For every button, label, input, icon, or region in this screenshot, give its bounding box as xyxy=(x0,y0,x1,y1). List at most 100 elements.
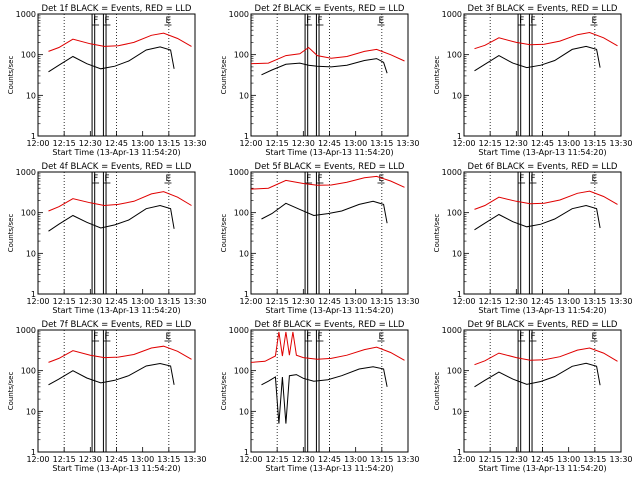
detector-panel-3: Det 3f BLACK = Events, RED = LLD F F E 1 10 10… xyxy=(433,4,633,157)
flag-marker-f: F xyxy=(104,16,109,26)
x-tick-label: 12:30 xyxy=(292,297,315,306)
y-axis-label: Counts/sec xyxy=(7,372,15,411)
flag-box xyxy=(304,171,309,295)
x-tick-label: 12:45 xyxy=(105,139,128,148)
x-tick-label: 13:30 xyxy=(183,455,206,464)
flag-marker-f: F xyxy=(93,332,98,342)
x-tick-label: 13:15 xyxy=(370,139,393,148)
x-tick-label: 12:00 xyxy=(239,455,262,464)
series-line-events xyxy=(474,362,601,388)
flag-marker-f: F xyxy=(93,174,98,184)
flag-box xyxy=(517,13,522,137)
y-tick-label: 1 xyxy=(457,290,462,299)
panel-title: Det 8f BLACK = Events, RED = LLD xyxy=(255,320,405,330)
y-tick-label: 10 xyxy=(452,91,462,100)
detector-panel-2: Det 2f BLACK = Events, RED = LLD F F E 1 10 10… xyxy=(220,4,420,157)
flag-marker-f: F xyxy=(530,332,535,342)
flag-marker-e: E xyxy=(591,16,597,26)
x-tick-label: 13:30 xyxy=(396,139,419,148)
y-tick-label: 1000 xyxy=(442,326,462,335)
x-tick-label: 13:15 xyxy=(370,297,393,306)
panel-title: Det 9f BLACK = Events, RED = LLD xyxy=(468,320,618,330)
y-tick-label: 10 xyxy=(239,407,249,416)
flag-box xyxy=(315,171,320,295)
x-tick-label: 13:00 xyxy=(557,139,580,148)
y-axis-label: Counts/sec xyxy=(220,214,228,253)
x-tick-label: 12:30 xyxy=(505,139,528,148)
series-line-lld xyxy=(474,31,618,50)
y-tick-label: 1 xyxy=(244,290,249,299)
y-axis-label: Counts/sec xyxy=(433,372,441,411)
flag-marker-f: F xyxy=(306,174,311,184)
x-tick-label: 13:00 xyxy=(344,297,367,306)
x-axis-label: Start Time (13-Apr-13 11:54:20) xyxy=(478,464,606,473)
x-axis-label: Start Time (13-Apr-13 11:54:20) xyxy=(265,148,393,157)
y-tick-label: 1000 xyxy=(229,326,249,335)
x-axis-label: Start Time (13-Apr-13 11:54:20) xyxy=(265,306,393,315)
flag-marker-f: F xyxy=(104,174,109,184)
x-tick-label: 12:30 xyxy=(79,139,102,148)
x-tick-label: 12:45 xyxy=(531,297,554,306)
y-tick-label: 10 xyxy=(26,91,36,100)
flag-box xyxy=(315,329,320,453)
x-tick-label: 12:00 xyxy=(452,455,475,464)
x-tick-label: 12:45 xyxy=(318,139,341,148)
x-tick-label: 12:45 xyxy=(318,455,341,464)
flag-marker-e: E xyxy=(165,16,171,26)
y-tick-label: 1 xyxy=(244,448,249,457)
y-axis-label: Counts/sec xyxy=(7,56,15,95)
detector-panel-6: Det 6f BLACK = Events, RED = LLD F F E 1 10 10… xyxy=(433,162,633,315)
x-tick-label: 13:00 xyxy=(131,139,154,148)
y-tick-label: 10 xyxy=(452,407,462,416)
x-axis-label: Start Time (13-Apr-13 11:54:20) xyxy=(478,148,606,157)
flag-box xyxy=(102,171,107,295)
y-tick-label: 100 xyxy=(234,51,249,60)
x-tick-label: 12:15 xyxy=(266,297,289,306)
y-axis-label: Counts/sec xyxy=(433,56,441,95)
y-axis-label: Counts/sec xyxy=(220,372,228,411)
flag-marker-f: F xyxy=(317,16,322,26)
flag-box xyxy=(91,329,96,453)
x-tick-label: 12:30 xyxy=(292,455,315,464)
x-tick-label: 12:00 xyxy=(26,139,49,148)
flag-marker-e: E xyxy=(591,174,597,184)
panel-title: Det 4f BLACK = Events, RED = LLD xyxy=(42,162,192,172)
y-axis-label: Counts/sec xyxy=(433,214,441,253)
y-tick-label: 1000 xyxy=(16,10,36,19)
flag-marker-f: F xyxy=(317,174,322,184)
flag-marker-e: E xyxy=(165,174,171,184)
flag-marker-f: F xyxy=(519,174,524,184)
x-tick-label: 13:00 xyxy=(344,139,367,148)
series-line-lld xyxy=(250,46,405,65)
series-line-events xyxy=(261,58,388,76)
flag-box xyxy=(528,171,533,295)
x-tick-label: 13:30 xyxy=(609,455,632,464)
x-tick-label: 13:15 xyxy=(157,455,180,464)
x-tick-label: 12:45 xyxy=(318,297,341,306)
flag-marker-f: F xyxy=(104,332,109,342)
y-tick-label: 1 xyxy=(244,132,249,141)
x-tick-label: 12:00 xyxy=(452,139,475,148)
x-tick-label: 12:15 xyxy=(53,455,76,464)
flag-marker-f: F xyxy=(317,332,322,342)
panel-title: Det 1f BLACK = Events, RED = LLD xyxy=(42,4,192,14)
series-line-events xyxy=(474,204,601,231)
flag-marker-e: E xyxy=(165,332,171,342)
y-tick-label: 1000 xyxy=(16,168,36,177)
y-tick-label: 100 xyxy=(21,51,36,60)
y-tick-label: 10 xyxy=(452,249,462,258)
x-tick-label: 12:15 xyxy=(479,139,502,148)
x-tick-label: 12:15 xyxy=(479,455,502,464)
flag-box xyxy=(517,329,522,453)
flag-marker-e: E xyxy=(378,16,384,26)
x-tick-label: 13:15 xyxy=(583,455,606,464)
y-tick-label: 100 xyxy=(234,209,249,218)
flag-box xyxy=(304,329,309,453)
x-tick-label: 12:45 xyxy=(531,139,554,148)
detector-panel-7: Det 7f BLACK = Events, RED = LLD F F E 1 10 10… xyxy=(7,320,207,473)
x-tick-label: 13:30 xyxy=(183,297,206,306)
x-tick-label: 12:00 xyxy=(452,297,475,306)
series-line-events xyxy=(48,204,175,232)
y-tick-label: 1 xyxy=(31,132,36,141)
x-axis-label: Start Time (13-Apr-13 11:54:20) xyxy=(265,464,393,473)
